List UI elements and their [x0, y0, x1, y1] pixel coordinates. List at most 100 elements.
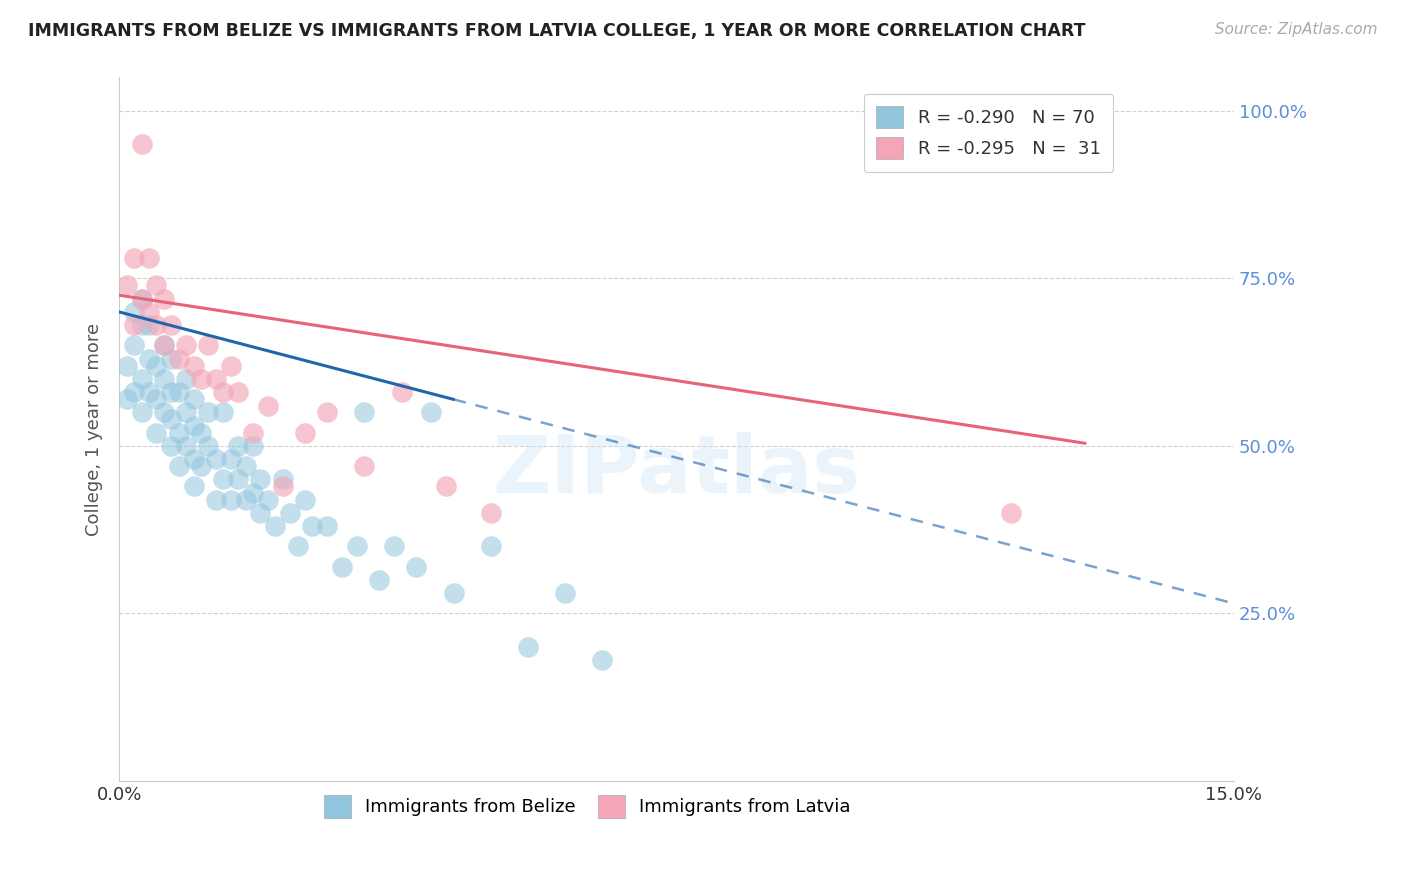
Point — [434, 479, 457, 493]
Point — [353, 405, 375, 419]
Point — [242, 425, 264, 440]
Point — [591, 653, 613, 667]
Point — [443, 586, 465, 600]
Point — [160, 318, 183, 333]
Point — [226, 473, 249, 487]
Point — [131, 405, 153, 419]
Point — [167, 385, 190, 400]
Point — [212, 405, 235, 419]
Point — [391, 385, 413, 400]
Text: ZIPatlas: ZIPatlas — [492, 433, 860, 510]
Point — [330, 559, 353, 574]
Point — [153, 338, 176, 352]
Point — [183, 479, 205, 493]
Point — [145, 392, 167, 406]
Point — [122, 305, 145, 319]
Point — [115, 359, 138, 373]
Point — [145, 425, 167, 440]
Point — [115, 278, 138, 293]
Point — [190, 372, 212, 386]
Point — [160, 412, 183, 426]
Point — [131, 292, 153, 306]
Point — [257, 399, 280, 413]
Point — [190, 425, 212, 440]
Legend: Immigrants from Belize, Immigrants from Latvia: Immigrants from Belize, Immigrants from … — [316, 789, 858, 825]
Point — [212, 385, 235, 400]
Point — [122, 318, 145, 333]
Point — [167, 351, 190, 366]
Point — [368, 573, 391, 587]
Point — [301, 519, 323, 533]
Point — [167, 459, 190, 474]
Point — [115, 392, 138, 406]
Point — [405, 559, 427, 574]
Point — [197, 338, 219, 352]
Point — [145, 318, 167, 333]
Point — [212, 473, 235, 487]
Point — [205, 452, 228, 467]
Point — [183, 392, 205, 406]
Point — [235, 492, 257, 507]
Point — [287, 540, 309, 554]
Point — [174, 439, 197, 453]
Point — [205, 372, 228, 386]
Point — [219, 492, 242, 507]
Point — [153, 405, 176, 419]
Point — [131, 137, 153, 152]
Point — [160, 439, 183, 453]
Point — [131, 372, 153, 386]
Point — [353, 459, 375, 474]
Point — [197, 405, 219, 419]
Point — [219, 359, 242, 373]
Point — [153, 372, 176, 386]
Point — [138, 385, 160, 400]
Point — [205, 492, 228, 507]
Point — [316, 405, 339, 419]
Point — [249, 506, 271, 520]
Point — [138, 252, 160, 266]
Point — [382, 540, 405, 554]
Point — [131, 292, 153, 306]
Point — [226, 439, 249, 453]
Point — [346, 540, 368, 554]
Point — [294, 492, 316, 507]
Point — [167, 425, 190, 440]
Point — [174, 338, 197, 352]
Y-axis label: College, 1 year or more: College, 1 year or more — [86, 323, 103, 536]
Point — [420, 405, 443, 419]
Point — [242, 486, 264, 500]
Point — [131, 318, 153, 333]
Point — [153, 338, 176, 352]
Text: Source: ZipAtlas.com: Source: ZipAtlas.com — [1215, 22, 1378, 37]
Point — [183, 452, 205, 467]
Point — [554, 586, 576, 600]
Point — [122, 338, 145, 352]
Point — [122, 385, 145, 400]
Point — [183, 359, 205, 373]
Point — [145, 278, 167, 293]
Point — [174, 405, 197, 419]
Point — [235, 459, 257, 474]
Point — [316, 519, 339, 533]
Point — [249, 473, 271, 487]
Point — [242, 439, 264, 453]
Point — [138, 305, 160, 319]
Point — [219, 452, 242, 467]
Point — [257, 492, 280, 507]
Point — [160, 385, 183, 400]
Point — [516, 640, 538, 654]
Point — [271, 473, 294, 487]
Point — [264, 519, 287, 533]
Point — [138, 318, 160, 333]
Text: IMMIGRANTS FROM BELIZE VS IMMIGRANTS FROM LATVIA COLLEGE, 1 YEAR OR MORE CORRELA: IMMIGRANTS FROM BELIZE VS IMMIGRANTS FRO… — [28, 22, 1085, 40]
Point — [271, 479, 294, 493]
Point — [190, 459, 212, 474]
Point — [479, 540, 502, 554]
Point — [153, 292, 176, 306]
Point — [1000, 506, 1022, 520]
Point — [197, 439, 219, 453]
Point — [160, 351, 183, 366]
Point — [294, 425, 316, 440]
Point — [183, 418, 205, 433]
Point — [174, 372, 197, 386]
